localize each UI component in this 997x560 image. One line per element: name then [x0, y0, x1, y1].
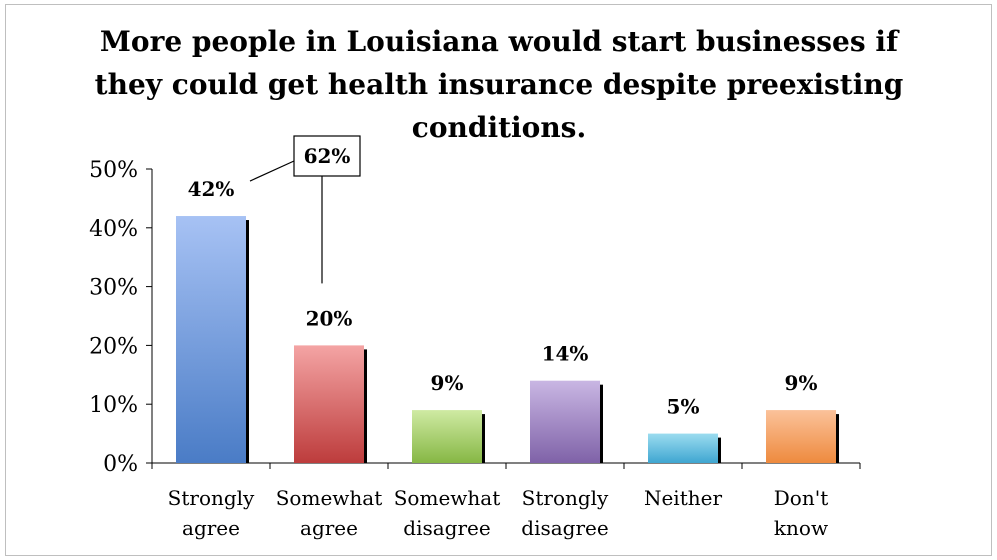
- x-category-label: Somewhat: [276, 486, 383, 510]
- x-category-label: Somewhat: [394, 486, 501, 510]
- callout-label: 62%: [304, 144, 351, 168]
- bar-value-label: 42%: [188, 177, 235, 201]
- bar: [176, 216, 246, 463]
- chart-frame: More people in Louisiana would start bus…: [5, 4, 992, 556]
- x-category-label: know: [774, 516, 828, 540]
- bar-shadow: [716, 437, 721, 463]
- y-tick-label: 30%: [89, 276, 138, 301]
- x-category-label: Don't: [774, 486, 829, 510]
- bar-chart: More people in Louisiana would start bus…: [89, 25, 904, 540]
- bar-shadow: [834, 414, 839, 463]
- x-category-label: agree: [300, 516, 358, 540]
- bar: [766, 410, 836, 463]
- bar-shadow: [362, 349, 367, 463]
- x-category-label: Neither: [644, 486, 722, 510]
- y-tick-label: 10%: [89, 393, 138, 418]
- x-category-label: disagree: [521, 516, 608, 540]
- bar-value-label: 5%: [667, 395, 700, 419]
- x-category-label: agree: [182, 516, 240, 540]
- bar-value-label: 14%: [542, 342, 589, 366]
- bar: [294, 345, 364, 463]
- x-category-label: disagree: [403, 516, 490, 540]
- bar-shadow: [480, 414, 485, 463]
- bar-shadow: [598, 384, 603, 463]
- x-category-label: Strongly: [522, 486, 609, 510]
- bar: [530, 380, 600, 463]
- y-tick-label: 0%: [103, 452, 138, 477]
- y-tick-label: 20%: [89, 334, 138, 359]
- bar-value-label: 20%: [306, 306, 353, 330]
- chart-title-line: More people in Louisiana would start bus…: [100, 25, 900, 58]
- bar: [412, 410, 482, 463]
- chart-title-line: they could get health insurance despite …: [95, 68, 904, 101]
- chart-title-line: conditions.: [412, 111, 586, 144]
- bar: [648, 433, 718, 463]
- y-tick-label: 50%: [89, 158, 138, 183]
- bar-shadow: [244, 220, 249, 463]
- callout-leader-line: [249, 160, 295, 182]
- callout-box: [293, 135, 361, 177]
- y-tick-label: 40%: [89, 217, 138, 242]
- bar-value-label: 9%: [431, 371, 464, 395]
- bar-value-label: 9%: [785, 371, 818, 395]
- x-category-label: Strongly: [168, 486, 255, 510]
